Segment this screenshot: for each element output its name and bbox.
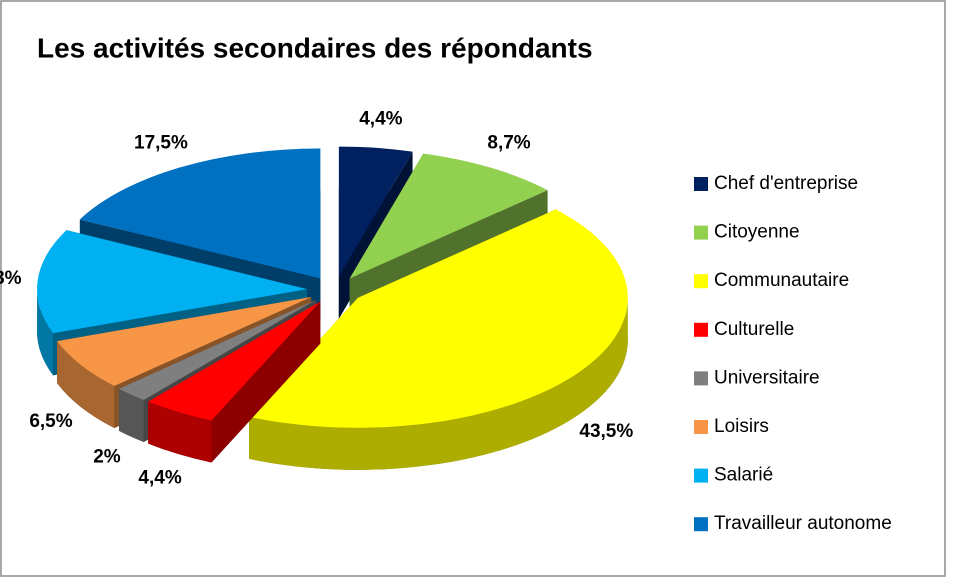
data-label: 17,5% (134, 132, 188, 153)
legend-label: Travailleur autonome (714, 513, 892, 534)
legend-swatch (694, 517, 708, 532)
slice (148, 301, 321, 421)
slice-side (119, 388, 144, 442)
slice (249, 209, 628, 428)
legend-swatch (694, 274, 708, 289)
slice (37, 230, 308, 334)
legend-swatch (694, 322, 708, 337)
slice (79, 148, 321, 279)
legend-swatch (694, 468, 708, 483)
legend-label: Universitaire (714, 367, 820, 388)
legend-label: Communautaire (714, 270, 849, 291)
data-label: 4,4% (138, 467, 181, 488)
legend-label: Loisirs (714, 416, 769, 437)
slice-side (148, 401, 212, 463)
slice (338, 146, 413, 277)
legend-label: Salarié (714, 465, 773, 486)
slice-group (148, 301, 321, 463)
data-label: 43,5% (579, 421, 633, 442)
slice (57, 297, 312, 387)
slice (349, 153, 548, 279)
data-label: 4,4% (359, 109, 402, 130)
data-label: 2% (93, 446, 121, 467)
slice-group (249, 209, 628, 470)
slice-side (249, 297, 628, 470)
data-label: 8,7% (487, 132, 530, 153)
slice-side (57, 341, 115, 429)
legend-swatch (694, 177, 708, 191)
slice (119, 299, 316, 400)
legend-label: Culturelle (714, 319, 794, 340)
legend-label: Chef d'entreprise (714, 173, 858, 194)
slice-side (37, 289, 54, 376)
legend-label: Citoyenne (714, 222, 800, 243)
data-label: 13% (0, 268, 22, 289)
data-label: 6,5% (29, 411, 72, 432)
legend-swatch (694, 420, 708, 434)
chart-title: Les activités secondaires des répondants (37, 32, 593, 63)
legend-swatch (694, 371, 708, 386)
legend-swatch (694, 225, 708, 240)
